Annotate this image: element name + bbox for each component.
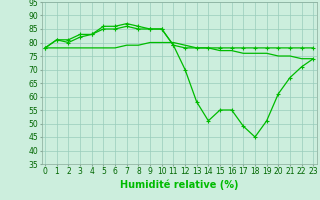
X-axis label: Humidité relative (%): Humidité relative (%) — [120, 179, 238, 190]
